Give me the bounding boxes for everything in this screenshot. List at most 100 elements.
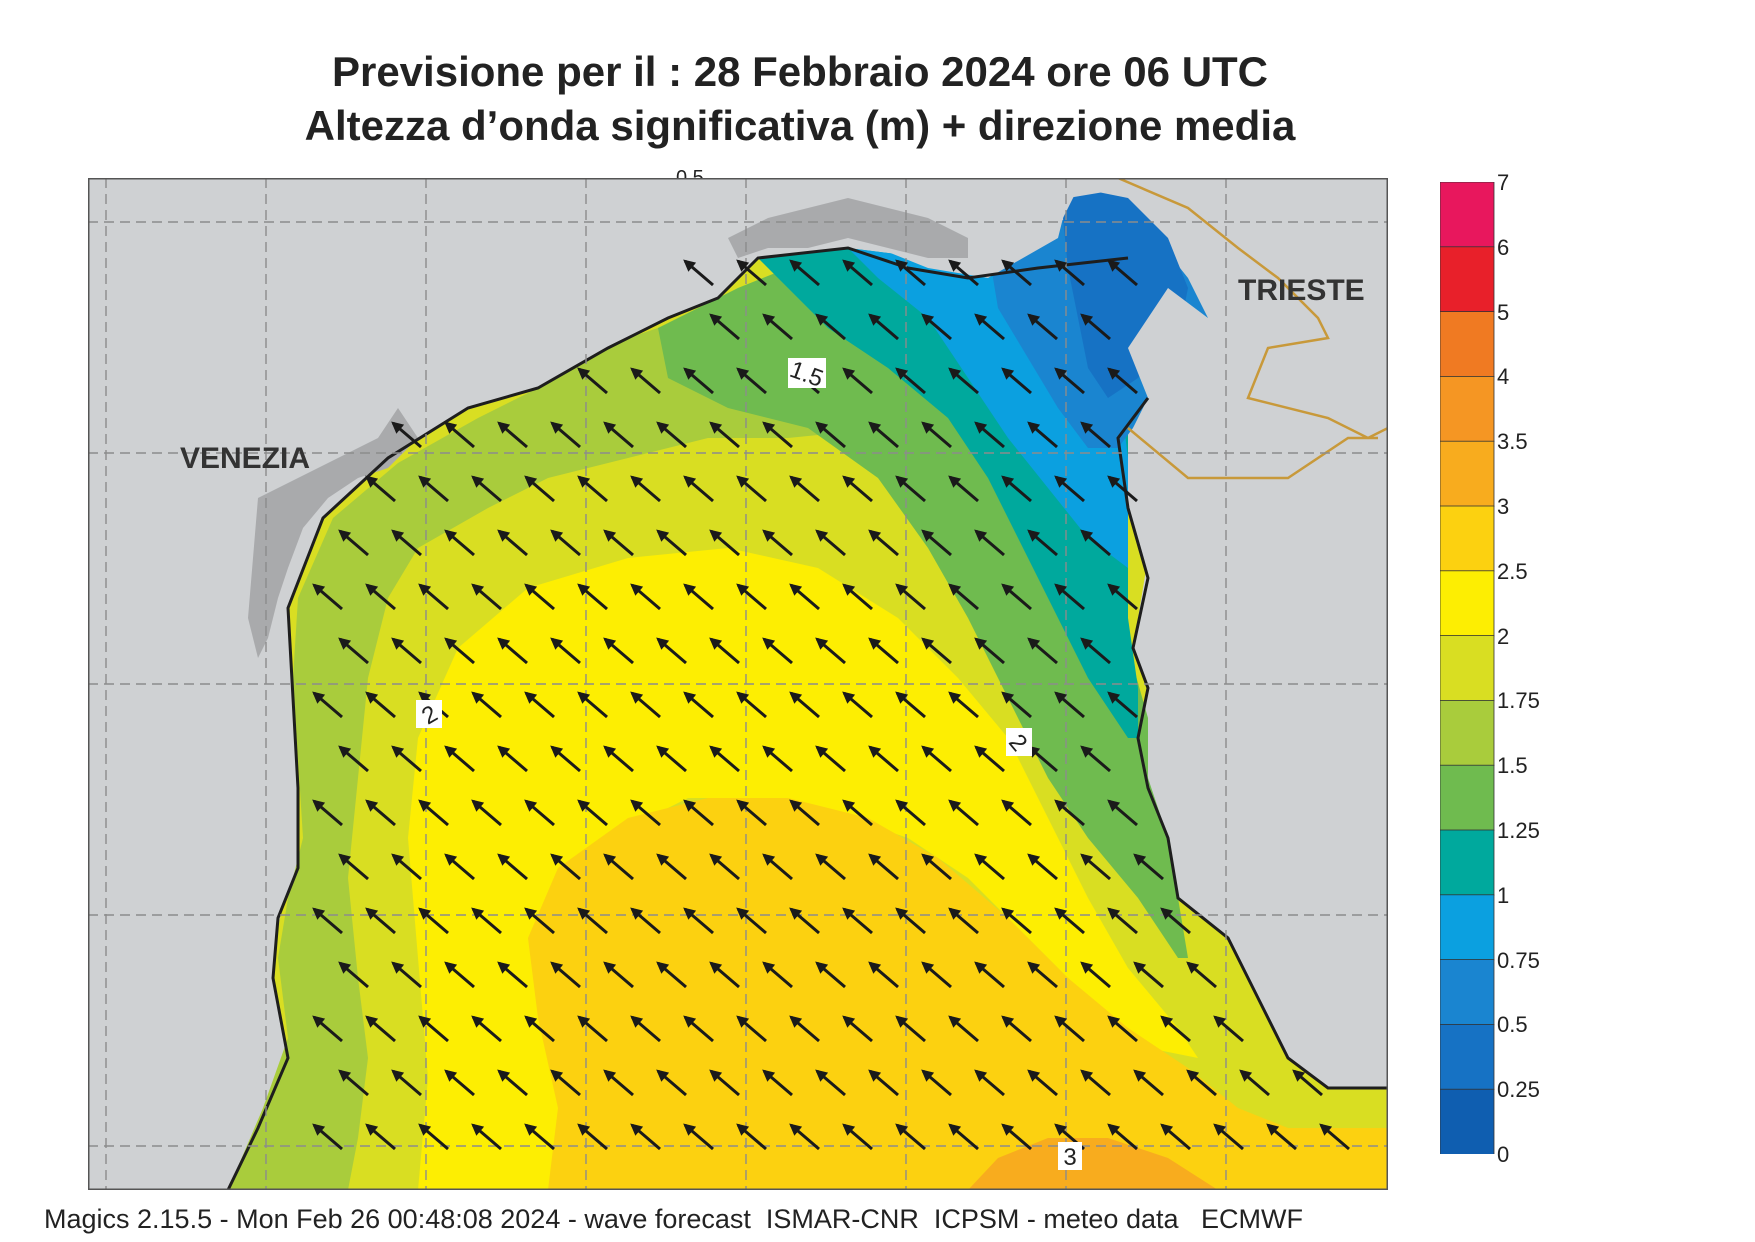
direction-arrow <box>1107 907 1138 935</box>
direction-arrow <box>789 907 820 935</box>
wave-height-map: 1.5 2 2 3 <box>88 178 1388 1190</box>
direction-arrow <box>683 583 714 611</box>
direction-arrow <box>312 583 343 611</box>
direction-arrow <box>683 1015 714 1043</box>
legend-swatch <box>1440 375 1495 443</box>
direction-arrow <box>524 691 555 719</box>
direction-arrow <box>842 691 873 719</box>
direction-arrow <box>603 745 634 773</box>
direction-arrow <box>524 799 555 827</box>
direction-arrow <box>338 745 369 773</box>
direction-arrow <box>497 421 528 449</box>
direction-arrow <box>736 1123 767 1151</box>
direction-arrow <box>683 691 714 719</box>
direction-arrow <box>1080 745 1111 773</box>
svg-text:3: 3 <box>1063 1144 1076 1171</box>
direction-arrow <box>444 529 475 557</box>
direction-arrow <box>1001 907 1032 935</box>
direction-arrow <box>762 745 793 773</box>
direction-arrow <box>948 367 979 395</box>
direction-arrow <box>1027 745 1058 773</box>
direction-arrow <box>1080 313 1111 341</box>
direction-arrow <box>868 961 899 989</box>
direction-arrow <box>1107 691 1138 719</box>
graticule <box>88 178 1388 1190</box>
direction-arrow <box>842 1015 873 1043</box>
direction-arrow <box>762 313 793 341</box>
direction-arrow <box>444 421 475 449</box>
direction-arrow <box>312 907 343 935</box>
direction-arrow <box>1001 1015 1032 1043</box>
direction-arrow <box>577 1123 608 1151</box>
direction-arrow <box>789 1015 820 1043</box>
direction-arrow <box>736 691 767 719</box>
direction-arrow <box>921 853 952 881</box>
direction-arrow <box>391 637 422 665</box>
direction-arrow <box>1054 475 1085 503</box>
direction-arrow <box>736 907 767 935</box>
legend-label: 3 <box>1497 494 1510 519</box>
direction-arrow <box>656 637 687 665</box>
direction-arrow <box>868 313 899 341</box>
direction-arrow <box>842 1123 873 1151</box>
direction-arrow <box>868 1069 899 1097</box>
direction-arrow <box>577 799 608 827</box>
direction-arrow <box>815 313 846 341</box>
direction-arrow <box>1027 313 1058 341</box>
direction-arrow <box>1080 853 1111 881</box>
direction-arrow <box>497 637 528 665</box>
direction-arrow <box>1160 907 1191 935</box>
legend-label: 7 <box>1497 170 1510 195</box>
land-north-coast <box>88 178 1248 1190</box>
direction-arrow <box>630 367 661 395</box>
direction-arrow <box>391 961 422 989</box>
direction-arrow <box>789 691 820 719</box>
direction-arrow <box>630 1015 661 1043</box>
direction-arrow <box>471 907 502 935</box>
direction-arrow <box>895 259 926 287</box>
legend-label: 1.25 <box>1497 818 1540 843</box>
direction-arrow <box>418 799 449 827</box>
direction-arrow <box>1107 367 1138 395</box>
legend-swatch <box>1440 894 1495 961</box>
direction-arrow <box>391 1069 422 1097</box>
direction-arrow <box>577 1015 608 1043</box>
direction-arrow <box>1107 1015 1138 1043</box>
direction-arrow <box>1001 1123 1032 1151</box>
direction-arrow <box>365 583 396 611</box>
direction-arrow <box>365 691 396 719</box>
direction-arrow <box>603 961 634 989</box>
direction-arrow <box>762 421 793 449</box>
direction-arrow <box>815 745 846 773</box>
legend-label: 0.25 <box>1497 1077 1540 1103</box>
direction-arrow <box>683 367 714 395</box>
city-label-trieste: TRIESTE <box>1238 274 1365 307</box>
direction-arrow <box>709 421 740 449</box>
direction-arrow <box>895 367 926 395</box>
direction-arrow <box>1027 637 1058 665</box>
legend-swatch <box>1440 182 1495 248</box>
direction-arrow <box>736 1015 767 1043</box>
direction-arrow <box>497 529 528 557</box>
direction-arrow <box>1080 961 1111 989</box>
direction-arrow <box>948 907 979 935</box>
direction-arrow <box>1001 799 1032 827</box>
direction-arrow <box>1133 1069 1164 1097</box>
direction-arrow <box>550 745 581 773</box>
direction-arrow <box>1080 421 1111 449</box>
direction-arrow <box>418 1123 449 1151</box>
direction-arrow <box>921 421 952 449</box>
direction-arrow <box>1054 907 1085 935</box>
sea-zone-3 <box>968 1138 1218 1190</box>
direction-arrow <box>921 745 952 773</box>
direction-arrow <box>603 1069 634 1097</box>
direction-arrow <box>921 961 952 989</box>
legend-label: 1 <box>1497 882 1510 908</box>
direction-arrow <box>709 1069 740 1097</box>
direction-arrow <box>789 1123 820 1151</box>
direction-arrow <box>1266 1123 1297 1151</box>
direction-arrow <box>762 529 793 557</box>
legend-swatch <box>1440 311 1495 378</box>
direction-arrow <box>603 421 634 449</box>
direction-arrow <box>1239 1069 1270 1097</box>
